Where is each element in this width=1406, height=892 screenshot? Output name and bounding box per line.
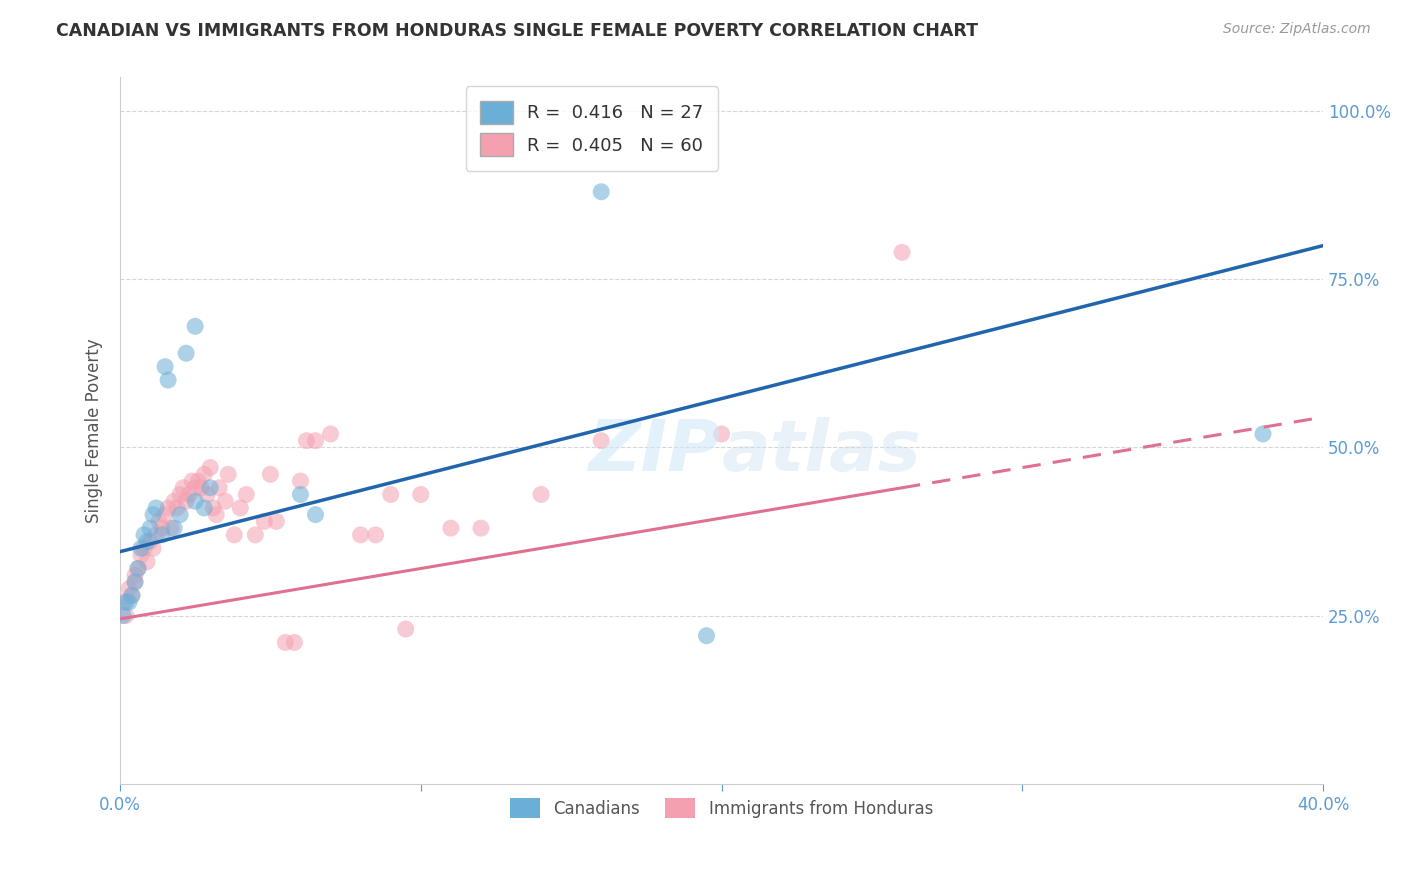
Point [259,467,281,482]
Point [157,500,180,515]
Point [530,487,553,501]
Point [166,500,188,515]
Point [245,528,267,542]
Point [224,528,246,542]
Point [395,622,418,636]
Point [591,434,613,448]
Point [409,487,432,501]
Point [190,481,212,495]
Point [157,373,180,387]
Point [132,528,155,542]
Point [710,426,733,441]
Point [193,467,215,482]
Point [153,508,176,522]
Point [129,541,152,556]
Point [169,487,191,501]
Point [380,487,402,501]
Y-axis label: Single Female Poverty: Single Female Poverty [86,338,103,523]
Point [163,494,186,508]
Point [174,346,197,360]
Point [142,541,165,556]
Point [124,574,146,589]
Point [121,588,143,602]
Point [111,595,134,609]
Point [148,515,170,529]
Point [440,521,463,535]
Point [202,500,225,515]
Point [253,515,276,529]
Point [184,481,207,495]
Point [124,568,146,582]
Point [290,487,312,501]
Point [111,608,134,623]
Point [200,481,222,495]
Point [891,245,914,260]
Point [235,487,257,501]
Point [304,434,326,448]
Point [142,508,165,522]
Point [591,185,613,199]
Point [364,528,387,542]
Text: ZIP: ZIP [589,417,721,486]
Point [217,467,239,482]
Point [139,521,162,535]
Point [115,608,138,623]
Point [195,487,218,501]
Point [172,481,194,495]
Point [266,515,288,529]
Point [184,494,207,508]
Point [127,561,149,575]
Point [283,635,305,649]
Text: atlas: atlas [721,417,921,486]
Point [127,561,149,575]
Point [214,494,236,508]
Point [121,588,143,602]
Point [470,521,492,535]
Point [205,508,228,522]
Point [129,548,152,562]
Point [150,528,173,542]
Point [295,434,318,448]
Point [187,474,209,488]
Text: Source: ZipAtlas.com: Source: ZipAtlas.com [1223,22,1371,37]
Point [150,521,173,535]
Point [136,534,159,549]
Point [124,574,146,589]
Point [163,521,186,535]
Point [160,521,183,535]
Point [139,534,162,549]
Point [145,500,167,515]
Point [118,582,141,596]
Point [274,635,297,649]
Point [304,508,326,522]
Point [136,555,159,569]
Point [290,474,312,488]
Point [169,508,191,522]
Point [200,460,222,475]
Point [319,426,342,441]
Point [115,595,138,609]
Point [118,595,141,609]
Point [132,541,155,556]
Point [153,359,176,374]
Point [174,494,197,508]
Point [179,487,201,501]
Point [695,629,717,643]
Point [193,500,215,515]
Point [145,528,167,542]
Point [184,319,207,334]
Point [1251,426,1274,441]
Point [229,500,252,515]
Legend: Canadians, Immigrants from Honduras: Canadians, Immigrants from Honduras [503,791,939,825]
Point [349,528,371,542]
Point [181,474,204,488]
Point [208,481,231,495]
Text: CANADIAN VS IMMIGRANTS FROM HONDURAS SINGLE FEMALE POVERTY CORRELATION CHART: CANADIAN VS IMMIGRANTS FROM HONDURAS SIN… [56,22,979,40]
